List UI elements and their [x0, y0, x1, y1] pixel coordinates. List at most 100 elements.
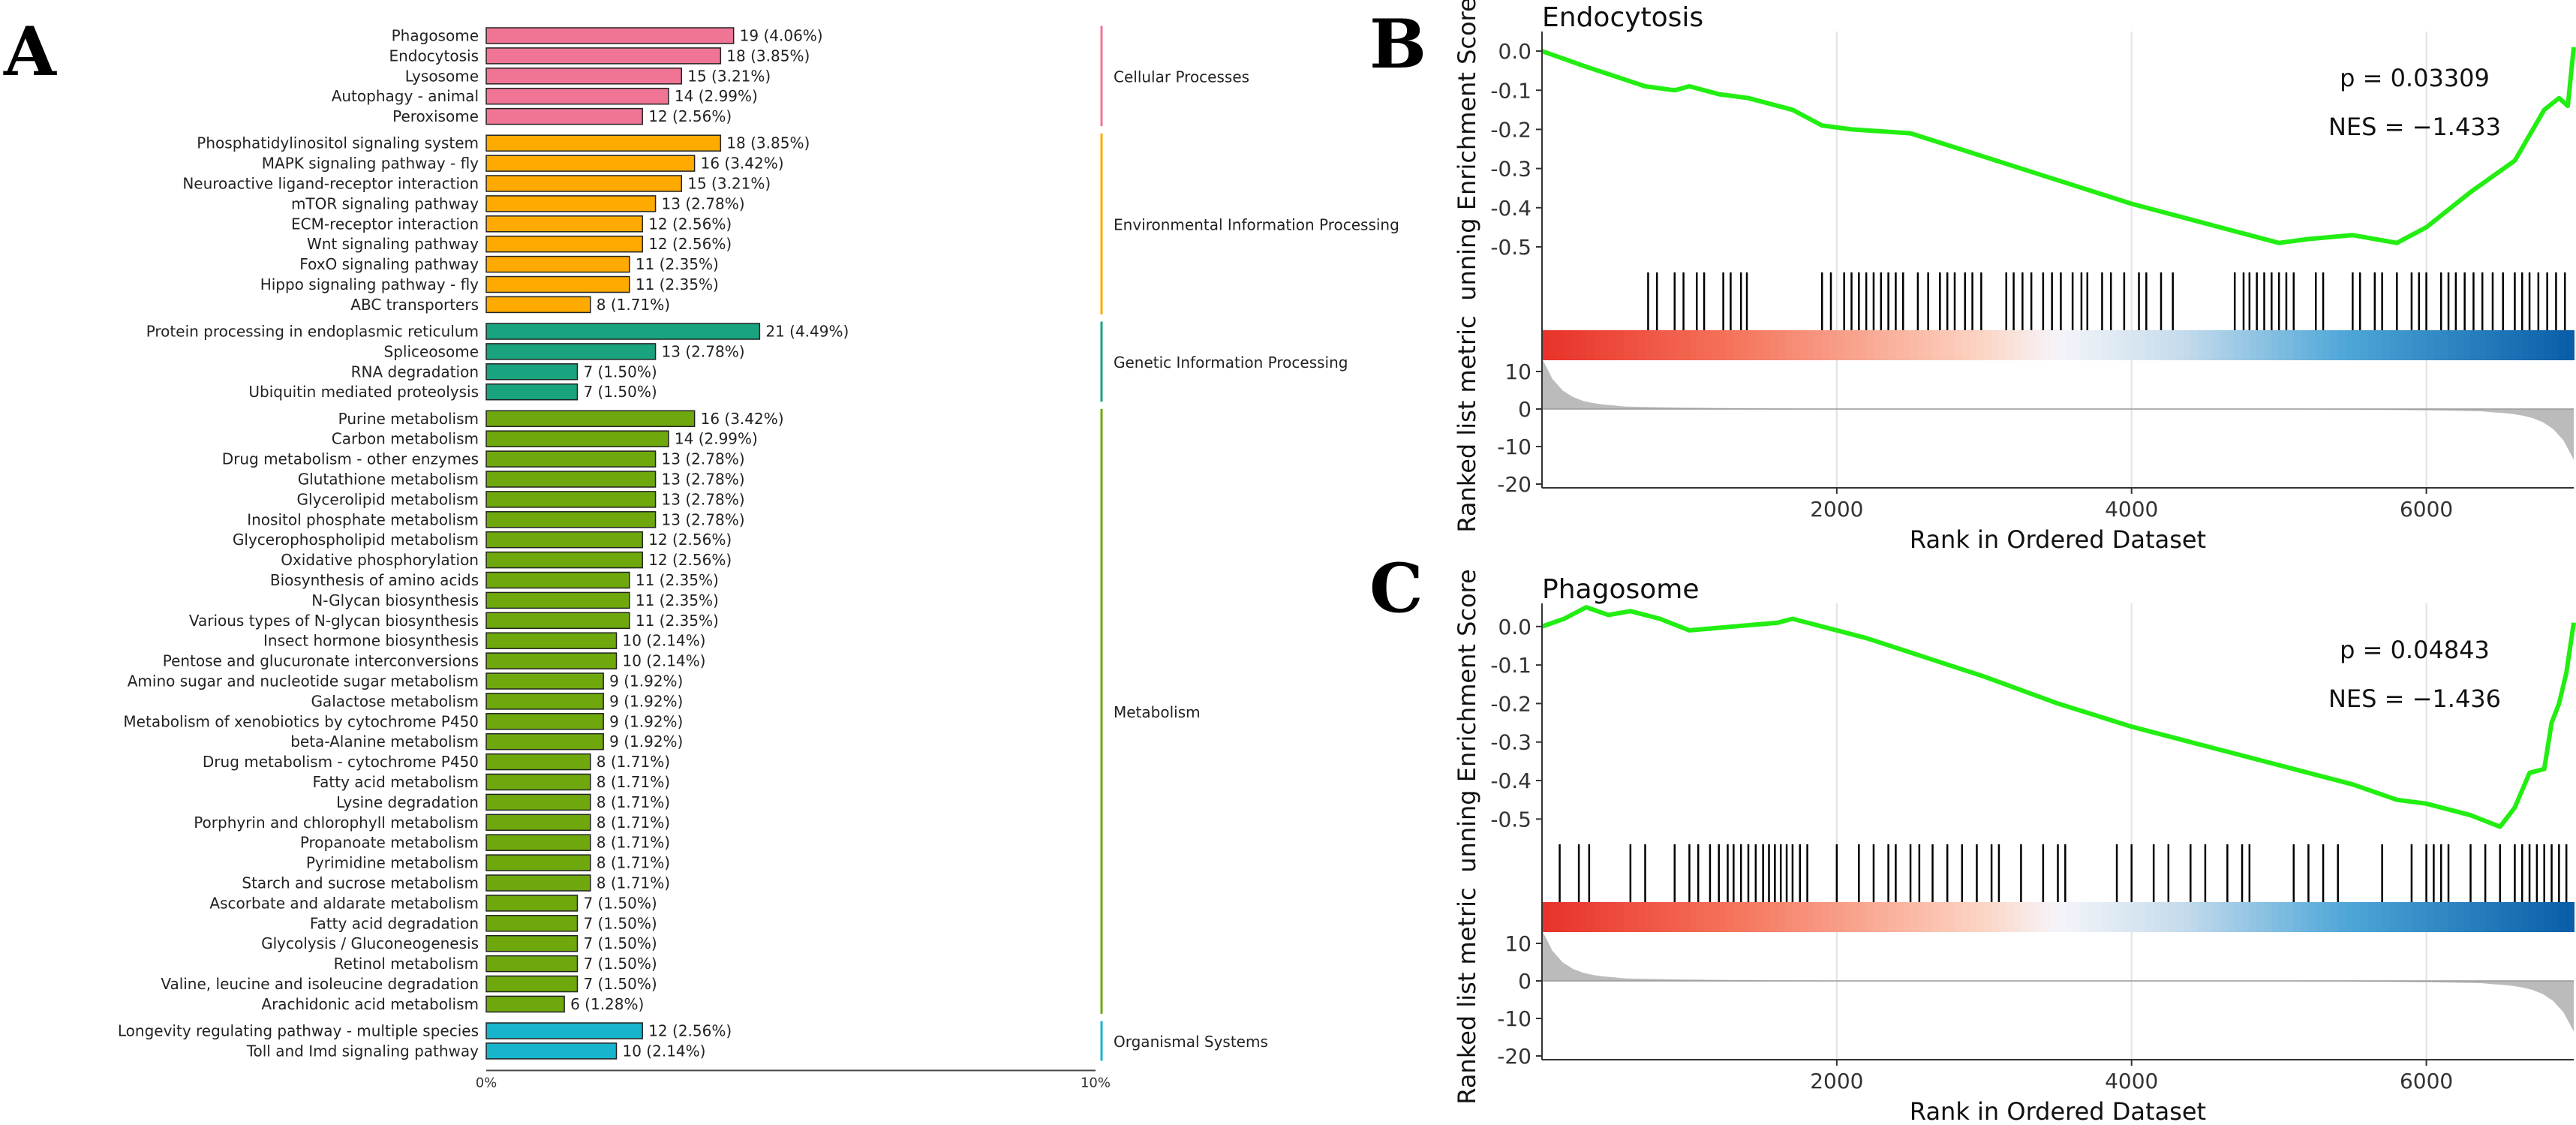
rank-gradient-segment: [1616, 902, 1625, 932]
bar: [485, 155, 696, 172]
category-label: Propanoate metabolism: [300, 834, 479, 852]
data-label: 8 (1.71%): [597, 854, 670, 872]
rank-gradient-segment: [1726, 902, 1735, 932]
p-value-annotation: p = 0.04843: [2340, 636, 2490, 664]
y-axis-label-es: unning Enrichment Score: [1453, 569, 1481, 872]
rank-gradient-segment: [2411, 330, 2420, 360]
category-label: Ubiquitin mediated proteolysis: [248, 383, 479, 401]
y-tick-label: -0.3: [1490, 157, 1531, 182]
data-label: 8 (1.71%): [597, 834, 670, 852]
bar: [485, 632, 618, 649]
rank-gradient-segment: [2293, 902, 2302, 932]
rank-gradient-segment: [1984, 902, 1993, 932]
category-label: ECM-receptor interaction: [291, 215, 479, 233]
rank-gradient-segment: [1829, 330, 1838, 360]
data-label: 12 (2.56%): [648, 235, 732, 253]
category-label: Fatty acid metabolism: [313, 773, 479, 791]
rank-gradient-segment: [1895, 330, 1904, 360]
bar: [485, 430, 669, 447]
rank-gradient-segment: [2485, 330, 2493, 360]
data-label: 8 (1.71%): [597, 814, 670, 832]
rank-gradient-segment: [2367, 330, 2376, 360]
rank-gradient-segment: [1844, 902, 1853, 932]
y-tick-label: 10: [1504, 931, 1531, 956]
rank-gradient-segment: [2212, 330, 2221, 360]
data-label: 9 (1.92%): [609, 692, 683, 710]
rank-gradient-segment: [2079, 902, 2088, 932]
data-label: 11 (2.35%): [636, 275, 719, 293]
category-label: ABC transporters: [350, 296, 479, 314]
panel-label-c: C: [1369, 549, 1423, 628]
bar: [485, 531, 643, 549]
rank-gradient-segment: [2551, 902, 2560, 932]
category-label: Drug metabolism - other enzymes: [222, 450, 479, 468]
rank-gradient-segment: [2124, 902, 2133, 932]
rank-gradient-segment: [1608, 902, 1617, 932]
rank-gradient-segment: [2559, 902, 2568, 932]
rank-gradient-segment: [1976, 330, 1985, 360]
rank-gradient-segment: [2330, 330, 2339, 360]
rank-gradient-segment: [2235, 902, 2244, 932]
data-label: 7 (1.50%): [583, 955, 657, 973]
rank-gradient-segment: [1645, 330, 1654, 360]
data-label: 18 (3.85%): [726, 47, 810, 65]
rank-gradient-segment: [1616, 330, 1625, 360]
bar: [485, 215, 643, 233]
rank-gradient-segment: [1660, 902, 1668, 932]
rank-gradient-segment: [1674, 902, 1683, 932]
rank-gradient-segment: [1955, 902, 1963, 932]
rank-gradient-segment: [2042, 902, 2051, 932]
rank-gradient-segment: [2337, 330, 2346, 360]
category-label: Carbon metabolism: [332, 430, 479, 448]
bar: [485, 107, 643, 125]
rank-gradient-segment: [2463, 902, 2472, 932]
rank-gradient-segment: [1880, 330, 1889, 360]
nes-annotation: NES = −1.436: [2328, 684, 2501, 713]
group-label: Metabolism: [1114, 703, 1201, 721]
rank-gradient-segment: [2551, 330, 2560, 360]
rank-gradient-segment: [2544, 330, 2553, 360]
rank-gradient-segment: [1770, 902, 1779, 932]
rank-gradient-segment: [2441, 330, 2450, 360]
rank-gradient-segment: [2109, 330, 2118, 360]
es-curve: [1541, 47, 2576, 245]
rank-gradient-segment: [2279, 902, 2287, 932]
rank-gradient-segment: [2301, 330, 2310, 360]
rank-gradient-segment: [2227, 902, 2236, 932]
rank-gradient-segment: [1829, 902, 1838, 932]
category-label: Autophagy - animal: [332, 87, 479, 105]
rank-gradient-segment: [1593, 902, 1602, 932]
rank-gradient-segment: [1925, 330, 1934, 360]
rank-gradient-segment: [2514, 330, 2523, 360]
rank-gradient-segment: [1741, 902, 1749, 932]
rank-gradient-segment: [2330, 902, 2339, 932]
rank-gradient-segment: [2418, 330, 2427, 360]
rank-gradient-segment: [2389, 330, 2398, 360]
plot-title: Phagosome: [1542, 574, 1699, 605]
category-label: Pyrimidine metabolism: [306, 854, 479, 872]
rank-gradient-segment: [2352, 902, 2361, 932]
rank-gradient-segment: [1711, 902, 1720, 932]
bar: [485, 713, 604, 730]
x-axis-label: Rank in Ordered Dataset: [1910, 1097, 2206, 1125]
data-label: 18 (3.85%): [726, 134, 810, 152]
bar: [485, 343, 657, 360]
panel-label-b: B: [1369, 5, 1426, 84]
rank-gradient-segment: [2374, 902, 2383, 932]
data-label: 12 (2.56%): [648, 1022, 732, 1040]
rank-gradient-segment: [2492, 330, 2501, 360]
rank-gradient-segment: [2161, 902, 2169, 932]
rank-gradient-segment: [2198, 902, 2206, 932]
rank-gradient-segment: [2323, 902, 2331, 932]
category-label: Phosphatidylinositol signaling system: [197, 134, 479, 152]
x-tick-label: 0%: [476, 1075, 497, 1090]
bar: [485, 834, 591, 851]
y-tick-label: -0.5: [1490, 807, 1531, 832]
rank-gradient-segment: [2065, 330, 2074, 360]
rank-gradient-segment: [2367, 902, 2376, 932]
rank-gradient-segment: [2345, 330, 2354, 360]
rank-gradient-segment: [2499, 330, 2508, 360]
x-tick-label: 4000: [2105, 497, 2158, 522]
p-value-annotation: p = 0.03309: [2340, 64, 2490, 92]
rank-gradient-segment: [1998, 902, 2007, 932]
